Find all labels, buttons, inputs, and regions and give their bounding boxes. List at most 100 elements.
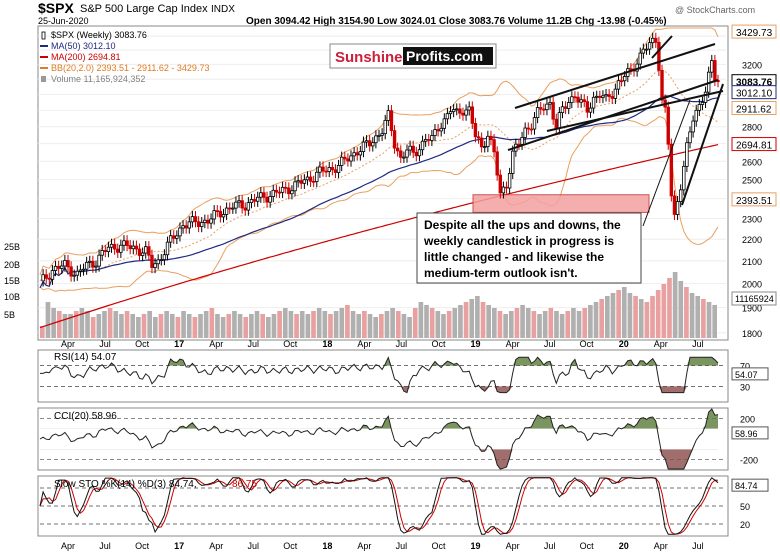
candle-body (486, 135, 490, 147)
candle-body (616, 80, 621, 90)
candle-body (293, 181, 297, 192)
x-tick-label: Jul (247, 541, 259, 551)
candle-body (551, 102, 555, 120)
candle-body (265, 196, 269, 203)
candle-body (249, 199, 254, 204)
volume-bar (706, 302, 712, 338)
candle-body (172, 235, 176, 239)
x-tick-label: Apr (209, 339, 223, 349)
trendline (514, 43, 716, 109)
candle-body (451, 109, 456, 113)
chart-name: S&P 500 Large Cap Index (80, 3, 208, 15)
candle-body (495, 151, 499, 176)
candle-body (685, 142, 689, 167)
candle-body (339, 156, 344, 166)
trendlines (507, 35, 724, 227)
candle-body (50, 270, 55, 280)
candle-body (215, 210, 219, 213)
candle-body (526, 127, 530, 130)
annotation-line: little changed - and likewise the (424, 250, 604, 264)
x-tick-label: Oct (283, 339, 298, 349)
annotation-line: weekly candlestick in progress is (423, 234, 614, 248)
volume-bar (486, 305, 491, 338)
candle-body (542, 108, 546, 111)
candle-body (256, 196, 260, 202)
bb-middle-line (39, 70, 719, 282)
candle-body (131, 245, 136, 250)
candle-body (371, 142, 375, 147)
volume-bar (192, 317, 198, 338)
volume-bar (333, 311, 339, 338)
volume-bar (260, 314, 265, 338)
support-zone (472, 194, 650, 213)
volume-bar (503, 314, 508, 338)
x-tick-label: Jul (99, 541, 111, 551)
candle-body (218, 210, 223, 218)
indicator-tag-box (731, 367, 769, 381)
x-axis-bottom: Apr Jul Oct 17 Apr Jul Oct 18 Apr Jul Oct 19 Apr Jul O… (61, 541, 704, 551)
price-tag: 3012.10 (736, 89, 773, 100)
x-tick-label: Apr (654, 339, 668, 349)
volume-bar (113, 311, 119, 338)
indicator-tick: 50 (740, 502, 750, 512)
candle-body (657, 41, 661, 71)
volume-bar (531, 311, 537, 338)
volume-bar (508, 311, 514, 338)
candle-icon (41, 31, 46, 40)
volume-bar (672, 272, 678, 338)
candle-body (302, 179, 307, 184)
volume-bars (40, 272, 717, 338)
trendline (681, 83, 724, 206)
volume-swatch (41, 76, 46, 82)
candle-body (545, 103, 549, 111)
volume-bar (266, 317, 271, 338)
candle-body (601, 95, 605, 98)
candle-body (162, 254, 167, 260)
candle-body (193, 216, 198, 223)
candle-body (448, 111, 453, 115)
x-tick-label: Apr (61, 339, 75, 349)
volume-bar (158, 314, 164, 338)
candle-body (274, 189, 279, 193)
volume-bar (463, 302, 469, 338)
volume-bar (311, 311, 316, 338)
volume-bar (181, 311, 186, 338)
candle-body (97, 254, 101, 267)
sto-k-line (39, 477, 719, 535)
candle-body (153, 263, 157, 268)
volume-tick: 20B (4, 260, 20, 270)
sto-d-line (39, 477, 719, 535)
candle-body (140, 252, 145, 256)
candle-body (650, 37, 655, 44)
volume-bar (576, 311, 582, 338)
volume-bar (56, 311, 62, 338)
volume-bar (198, 314, 203, 338)
x-tick-label: 17 (174, 541, 184, 551)
volume-bar (554, 311, 559, 338)
candle-body (622, 76, 627, 82)
volume-bar (73, 311, 79, 338)
annotation-line: medium-term outlook isn't. (424, 266, 578, 280)
price-tick: 2600 (742, 157, 762, 167)
candle-body (277, 191, 282, 194)
candle-body (81, 268, 86, 271)
candle-body (563, 106, 568, 109)
volume-bar (328, 314, 333, 338)
volume-bar (446, 311, 452, 338)
candle-body (364, 140, 369, 143)
candle-body (243, 207, 247, 211)
volume-bar (322, 311, 328, 338)
x-tick-label: Jul (247, 339, 259, 349)
candle-body (476, 136, 481, 139)
candle-body (483, 146, 487, 148)
x-tick-label: Apr (506, 339, 520, 349)
x-tick-label: Jul (692, 541, 704, 551)
volume-bar (667, 278, 672, 338)
candle-body (591, 96, 596, 109)
candle-body (125, 240, 129, 246)
candle-body (595, 95, 599, 98)
candle-body (181, 225, 185, 229)
candle-body (619, 80, 624, 83)
